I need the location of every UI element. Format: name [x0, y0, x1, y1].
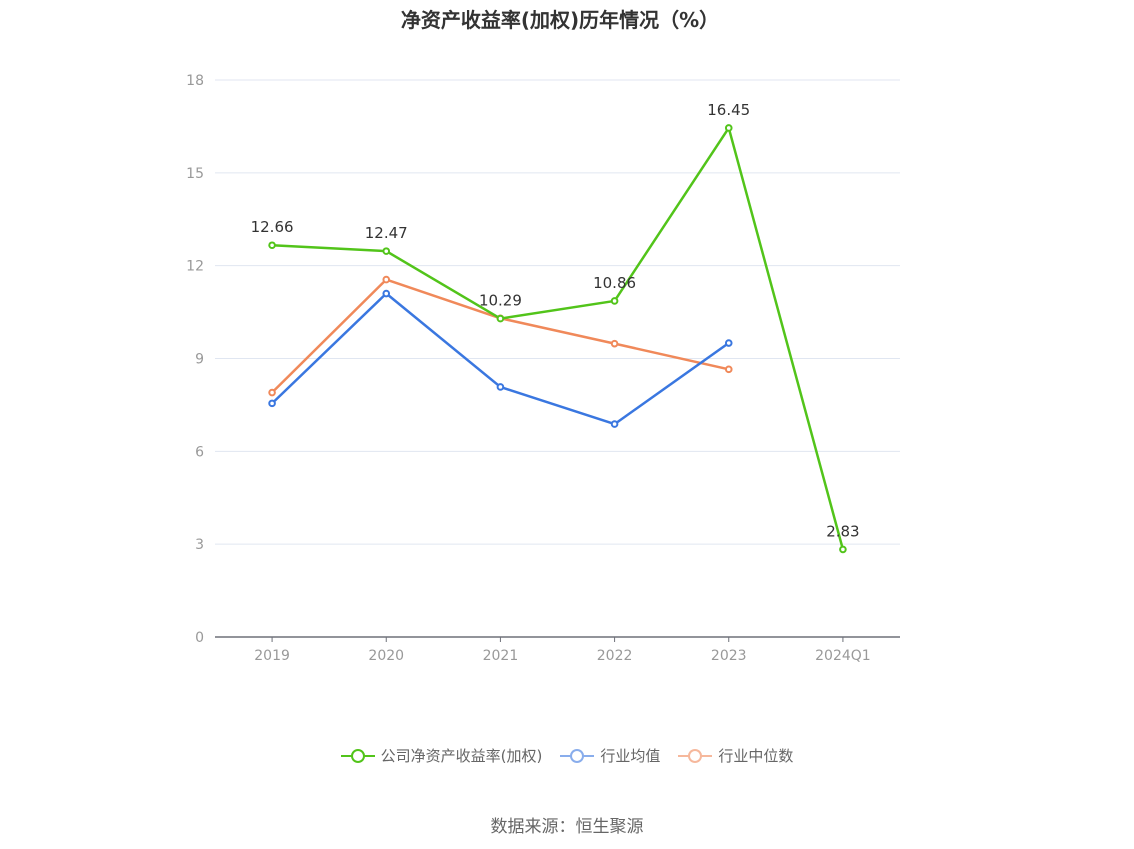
- series-lines: [268, 124, 847, 554]
- data-label: 2.83: [826, 522, 859, 540]
- legend-marker: [350, 748, 365, 763]
- data-source: 数据来源：恒生聚源: [490, 817, 644, 837]
- legend-item[interactable]: 公司净资产收益率(加权): [340, 745, 543, 766]
- legend-swatch: [340, 747, 375, 765]
- x-axis: 2019 2020 2021 2022 2023 2024Q1: [215, 636, 900, 664]
- data-point: [839, 545, 847, 554]
- data-point: [496, 383, 505, 391]
- data-point: [724, 365, 733, 374]
- data-label: 12.66: [251, 218, 294, 236]
- data-point: [268, 399, 276, 408]
- x-tick-label: 2020: [368, 648, 404, 664]
- data-point: [268, 241, 276, 250]
- data-point: [610, 297, 619, 305]
- data-label: 12.47: [365, 224, 408, 242]
- data-point: [724, 339, 733, 347]
- data-labels: 12.66 12.47 10.29 10.86 16.45 2.83: [251, 101, 860, 540]
- data-point: [496, 314, 505, 323]
- data-point: [382, 247, 391, 255]
- legend-item[interactable]: 行业中位数: [678, 745, 793, 766]
- data-point: [724, 124, 733, 132]
- legend: 公司净资产收益率(加权) 行业均值 行业中位数: [0, 745, 1134, 766]
- legend-item[interactable]: 行业均值: [560, 745, 660, 766]
- legend-swatch: [560, 747, 595, 765]
- data-label: 10.29: [479, 292, 522, 310]
- y-tick-label: 3: [195, 537, 204, 553]
- legend-label: 行业中位数: [718, 747, 794, 765]
- series-line: [272, 126, 845, 550]
- x-tick-label: 2022: [597, 648, 633, 664]
- data-point: [610, 339, 619, 348]
- legend-label: 公司净资产收益率(加权): [380, 747, 543, 765]
- data-point: [382, 275, 391, 284]
- legend-label: 行业均值: [600, 747, 661, 765]
- data-label: 10.86: [593, 274, 636, 292]
- y-tick-label: 9: [195, 352, 204, 368]
- x-tick-label: 2024Q1: [815, 648, 871, 664]
- data-point: [382, 289, 391, 298]
- legend-marker: [688, 748, 703, 763]
- data-point: [610, 420, 619, 428]
- chart-title: 净资产收益率(加权)历年情况（%）: [400, 8, 720, 32]
- y-tick-label: 6: [195, 444, 204, 460]
- x-tick-label: 2019: [254, 648, 290, 664]
- y-tick-label: 0: [195, 630, 204, 646]
- legend-swatch: [678, 747, 713, 765]
- y-tick-label: 15: [186, 166, 204, 182]
- y-tick-label: 12: [186, 259, 204, 275]
- legend-marker: [570, 748, 585, 763]
- y-tick-label: 18: [186, 73, 204, 89]
- data-label: 16.45: [707, 101, 750, 119]
- x-tick-label: 2021: [483, 648, 519, 664]
- x-tick-label: 2023: [711, 648, 747, 664]
- data-point: [268, 388, 276, 397]
- grid-lines: 0 3 6 9 12 15 18: [186, 73, 900, 646]
